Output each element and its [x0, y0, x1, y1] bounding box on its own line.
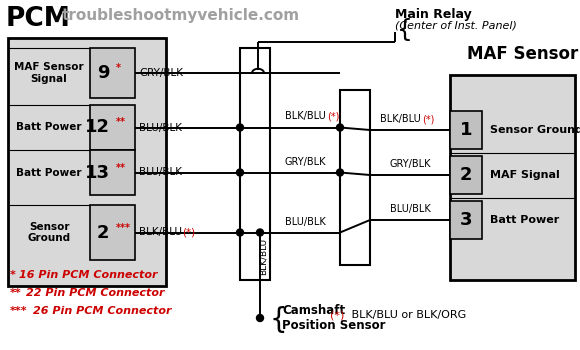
Text: Main Relay: Main Relay	[395, 8, 472, 21]
Text: BLK/BLU: BLK/BLU	[139, 228, 182, 238]
Text: Camshaft
Position Sensor: Camshaft Position Sensor	[282, 304, 386, 332]
Text: **: **	[115, 162, 125, 173]
Text: 12: 12	[85, 119, 110, 136]
Text: GRY/BLK: GRY/BLK	[389, 159, 431, 169]
Text: 13: 13	[85, 163, 110, 182]
Text: BLU/BLK: BLU/BLK	[139, 168, 182, 177]
Bar	[340, 90, 370, 265]
Text: MAF Sensor
Signal: MAF Sensor Signal	[14, 62, 84, 84]
Text: Batt Power: Batt Power	[16, 122, 82, 133]
Bar	[8, 38, 166, 286]
Text: 16 Pin PCM Connector: 16 Pin PCM Connector	[19, 270, 158, 280]
Text: **: **	[10, 288, 22, 298]
Circle shape	[336, 169, 343, 176]
Circle shape	[237, 169, 244, 176]
Text: GRY/BLK: GRY/BLK	[139, 68, 183, 78]
Bar	[90, 105, 135, 150]
Circle shape	[256, 315, 263, 322]
Text: BLK/BLU: BLK/BLU	[380, 114, 420, 124]
Bar	[450, 201, 482, 239]
Text: Sensor Ground: Sensor Ground	[490, 125, 580, 135]
Text: (*): (*)	[330, 310, 345, 320]
Text: BLK/BLU: BLK/BLU	[259, 238, 267, 275]
Text: 2: 2	[97, 224, 110, 241]
Text: **: **	[115, 118, 125, 127]
Bar	[450, 156, 482, 194]
Bar	[90, 205, 135, 260]
Text: MAF Signal: MAF Signal	[490, 170, 560, 180]
Text: 3: 3	[460, 211, 472, 229]
Text: 2: 2	[460, 166, 472, 184]
Circle shape	[237, 124, 244, 131]
Circle shape	[336, 124, 343, 131]
Bar	[450, 111, 482, 149]
Text: 1: 1	[460, 121, 472, 139]
Text: (*): (*)	[327, 112, 339, 121]
Text: ***: ***	[115, 223, 130, 232]
Text: BLK/BLU or BLK/ORG: BLK/BLU or BLK/ORG	[348, 310, 466, 320]
Text: 26 Pin PCM Connector: 26 Pin PCM Connector	[33, 306, 172, 316]
Text: BLU/BLK: BLU/BLK	[139, 122, 182, 133]
Bar	[90, 48, 135, 98]
Circle shape	[237, 229, 244, 236]
Text: MAF Sensor: MAF Sensor	[467, 45, 578, 63]
Text: (Center of Inst. Panel): (Center of Inst. Panel)	[395, 20, 517, 30]
Text: 9: 9	[97, 64, 110, 82]
Bar	[240, 48, 270, 280]
Text: troubleshootmyvehicle.com: troubleshootmyvehicle.com	[62, 8, 300, 23]
Text: *: *	[10, 270, 16, 280]
Text: 22 Pin PCM Connector: 22 Pin PCM Connector	[26, 288, 165, 298]
Text: (*): (*)	[422, 114, 434, 124]
Text: {: {	[270, 306, 288, 334]
Text: {: {	[397, 18, 413, 42]
Text: *: *	[115, 63, 121, 73]
Text: BLK/BLU: BLK/BLU	[285, 112, 325, 121]
Text: BLU/BLK: BLU/BLK	[390, 204, 430, 214]
Bar	[90, 150, 135, 195]
Text: BLU/BLK: BLU/BLK	[285, 217, 325, 226]
Text: GRY/BLK: GRY/BLK	[284, 156, 326, 167]
Text: Batt Power: Batt Power	[490, 215, 559, 225]
Text: (*): (*)	[182, 228, 195, 238]
Text: ***: ***	[10, 306, 28, 316]
Text: PCM: PCM	[6, 6, 71, 32]
Circle shape	[256, 229, 263, 236]
Bar	[450, 75, 575, 280]
Text: Batt Power: Batt Power	[16, 168, 82, 177]
Text: Sensor
Ground: Sensor Ground	[27, 222, 71, 243]
